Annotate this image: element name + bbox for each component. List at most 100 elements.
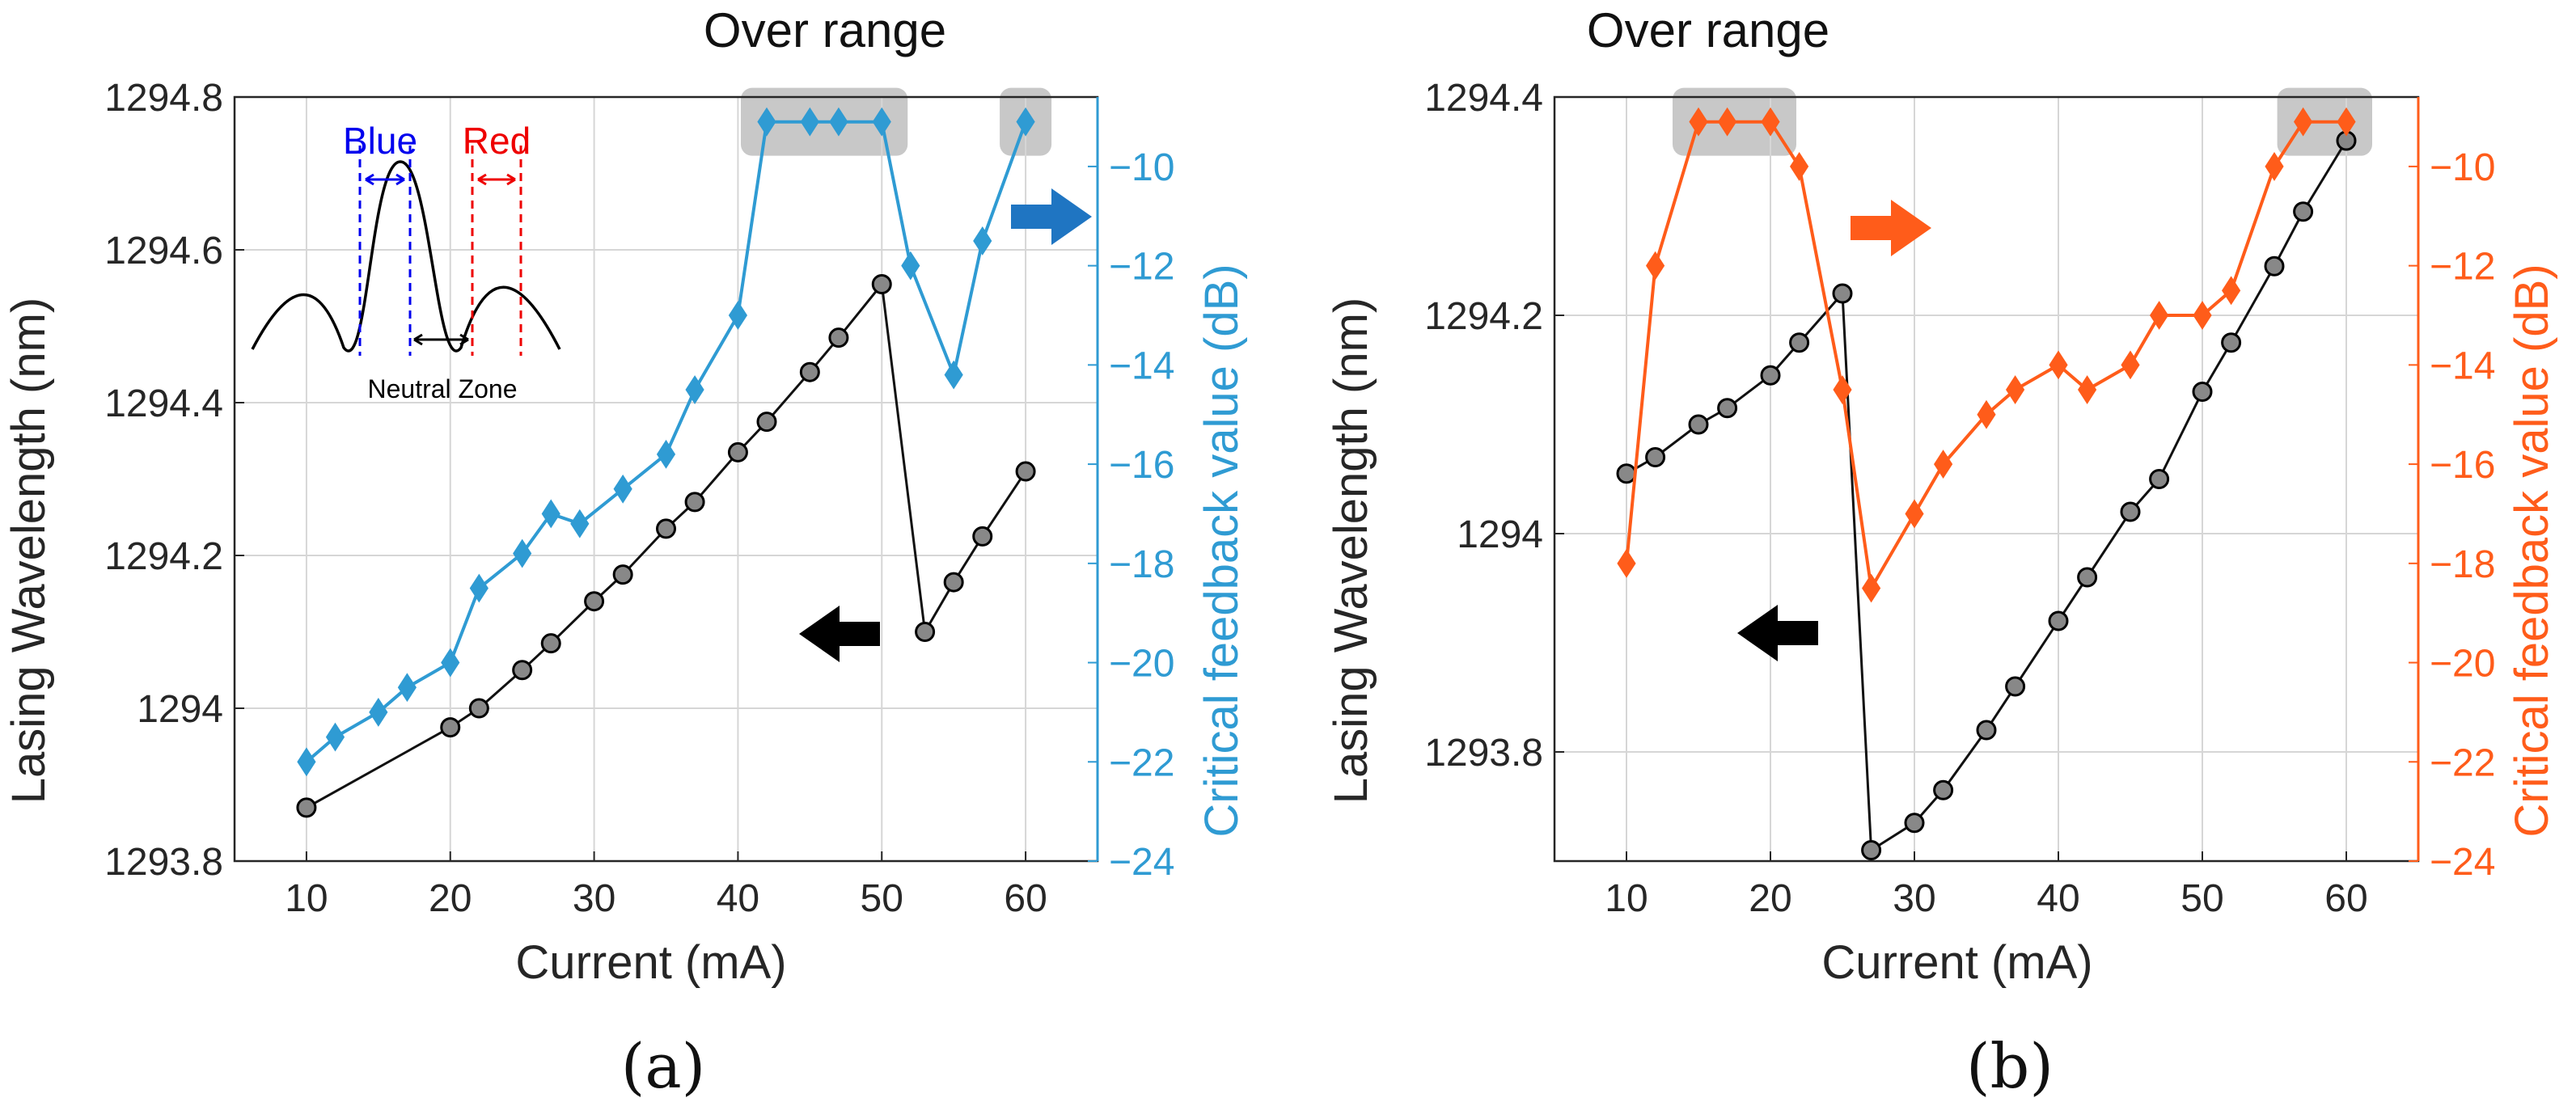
x-tick-label: 60 (1004, 877, 1047, 920)
critical-feedback-point (513, 538, 532, 568)
inset-curve (251, 160, 561, 353)
wavelength-point (756, 412, 777, 433)
wavelength-point (2149, 469, 2170, 489)
critical-feedback-point (297, 747, 316, 777)
x-tick-label: 20 (429, 877, 472, 920)
x-tick-label: 30 (1893, 877, 1935, 920)
right-axis-arrow-icon (1851, 200, 1931, 256)
grid-lines (235, 96, 1098, 862)
y-axis-ticks-right: −24 −22 −20 −18 −16 −14 −12 −10 (1088, 146, 1174, 884)
right-axis-arrow-icon (1011, 188, 1092, 245)
y-axis-ticks-right: −24 −22 −20 −18 −16 −14 −12 −10 (2409, 146, 2495, 884)
inset-blue-label: Blue (343, 120, 417, 162)
y-tick-label-left: 1294.8 (104, 77, 223, 120)
critical-feedback-point (2294, 107, 2313, 137)
panel-label: (b) (1966, 1030, 2054, 1102)
x-axis-ticks: 10 20 30 40 50 60 (285, 851, 1047, 920)
critical-feedback-point (872, 107, 891, 137)
critical-feedback-point (685, 375, 704, 404)
critical-feedback-point (1646, 251, 1665, 281)
y-tick-label-left: 1294.2 (1424, 295, 1543, 338)
y-tick-label-right: −24 (2430, 841, 2495, 884)
wavelength-point (1832, 283, 1853, 304)
wavelength-point (799, 361, 820, 382)
critical-feedback-point (2006, 375, 2025, 404)
wavelength-point (828, 327, 849, 348)
critical-feedback-point (2265, 151, 2284, 181)
inset-neutral-label: Neutral Zone (368, 374, 518, 403)
critical-feedback-point (1689, 107, 1708, 137)
y-tick-label-right: −12 (2430, 246, 2495, 289)
y-tick-label-left: 1294.2 (104, 535, 223, 578)
y-axis-label-right: Critical feedback value (dB) (2506, 264, 2558, 837)
critical-feedback-point (469, 573, 489, 603)
x-tick-label: 60 (2324, 877, 2367, 920)
wavelength-line (1626, 140, 2348, 853)
critical-feedback-point (901, 251, 920, 281)
wavelength-point (512, 660, 533, 681)
y-tick-label-right: −10 (1109, 146, 1174, 189)
wavelength-point (540, 633, 561, 654)
plot-frame (1553, 95, 2420, 863)
critical-feedback-point (613, 474, 632, 504)
wavelength-point (468, 698, 489, 719)
neutral-zone-arrow-icon (413, 333, 469, 346)
y-tick-label-left: 1294 (137, 688, 223, 731)
wavelength-point (2293, 201, 2314, 222)
wavelength-point (915, 622, 936, 642)
y-tick-label-left: 1294.6 (104, 230, 223, 272)
left-axis-arrow-icon (799, 606, 880, 662)
critical-feedback-point (541, 499, 560, 529)
x-tick-label: 40 (2037, 877, 2079, 920)
y-tick-label-left: 1294 (1457, 513, 1543, 556)
y-axis-label-left: Lasing Wavelength (nm) (1325, 298, 1377, 804)
critical-feedback-point (1833, 375, 1852, 404)
critical-feedback-point (944, 360, 963, 390)
critical-feedback-point (1934, 450, 1953, 479)
over-range-label: Over range (704, 3, 946, 57)
y-axis-label-right: Critical feedback value (dB) (1195, 264, 1248, 837)
wavelength-point (656, 518, 676, 539)
wavelength-point (943, 572, 964, 593)
wavelength-point (1933, 779, 1954, 800)
critical-feedback-point (2337, 107, 2356, 137)
y-tick-label-right: −22 (1109, 741, 1174, 784)
wavelength-point (871, 274, 892, 295)
wavelength-point (1789, 332, 1810, 353)
wavelength-point (2264, 255, 2285, 277)
critical-feedback-point (1016, 107, 1035, 137)
y-tick-label-left: 1294.4 (104, 382, 223, 425)
wavelength-point (296, 797, 317, 818)
critical-feedback-point (1905, 499, 1924, 529)
y-tick-label-right: −12 (1109, 246, 1174, 289)
wavelength-point (727, 441, 748, 462)
critical-feedback-point (1761, 107, 1780, 137)
wavelength-point (1861, 840, 1882, 860)
x-tick-label: 40 (717, 877, 759, 920)
critical-feedback-point (325, 722, 345, 752)
inset-red-label: Red (463, 120, 531, 162)
wavelength-point (1717, 398, 1738, 419)
x-tick-label: 30 (573, 877, 615, 920)
y-tick-label-right: −24 (1109, 841, 1174, 884)
critical-feedback-point (2150, 301, 2169, 330)
series-group (1616, 107, 2357, 860)
wavelength-point (2048, 610, 2069, 631)
grid-lines (1554, 96, 2418, 861)
critical-feedback-point (2049, 350, 2068, 380)
critical-feedback-point (728, 301, 748, 330)
y-tick-label-right: −18 (1109, 543, 1174, 586)
wavelength-point (584, 591, 605, 612)
y-tick-label-right: −20 (1109, 643, 1174, 686)
critical-feedback-point (1718, 107, 1737, 137)
wavelength-point (2120, 501, 2141, 522)
x-tick-label: 20 (1749, 877, 1791, 920)
critical-feedback-line (1625, 120, 2346, 593)
critical-feedback-point (2121, 350, 2140, 380)
critical-feedback-point (441, 648, 460, 678)
y-tick-label-right: −22 (2430, 741, 2495, 784)
critical-feedback-point (829, 107, 848, 137)
wavelength-point (972, 526, 993, 547)
plot-frame (233, 95, 1099, 863)
